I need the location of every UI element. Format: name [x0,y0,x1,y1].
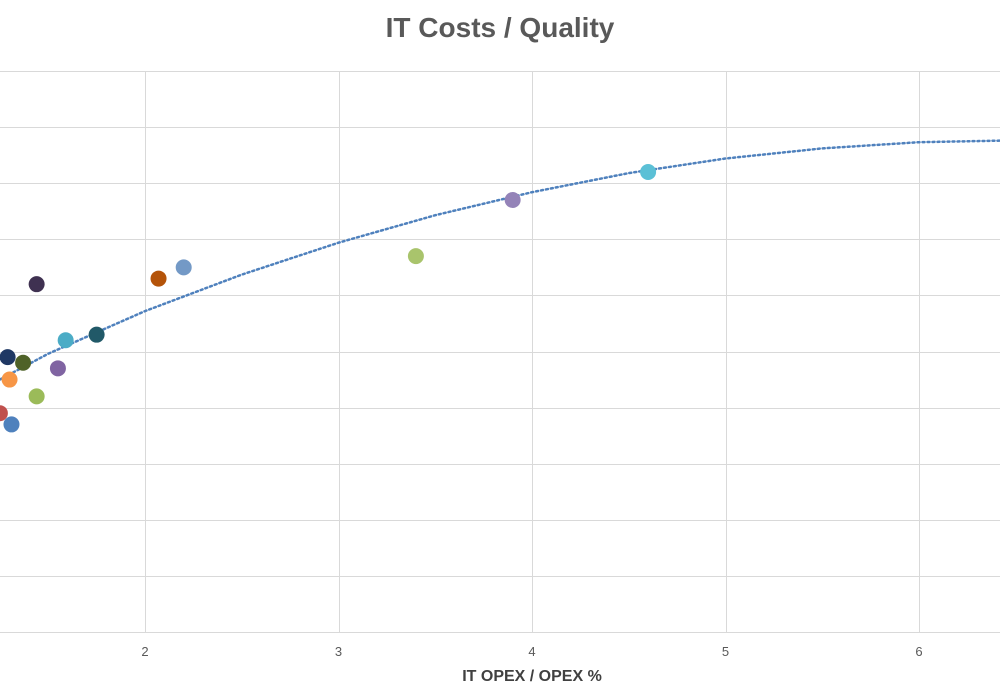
data-point [640,163,657,180]
x-tick-label: 4 [528,644,535,659]
data-point [28,276,45,293]
data-point [0,405,8,422]
data-point [3,416,20,433]
data-point [88,326,105,343]
chart-title: IT Costs / Quality [385,12,615,43]
x-tick-labels: 2 3 4 5 6 [141,644,922,659]
x-tick-label: 2 [141,644,148,659]
data-point [1,371,18,388]
x-tick-label: 3 [335,644,342,659]
x-tick-label: 5 [722,644,729,659]
data-point [15,354,32,371]
data-point [504,192,521,209]
data-point [150,270,167,287]
data-points [0,163,657,433]
data-point [0,349,16,366]
x-tick-label: 6 [915,644,922,659]
data-point [28,388,45,405]
data-point [57,332,74,349]
trendline-layer [0,139,1000,381]
data-point [407,248,424,265]
gridlines [0,71,1000,633]
trendline [0,139,1000,381]
data-point [175,259,192,276]
data-point [49,360,66,377]
x-axis-label: IT OPEX / OPEX % [462,668,602,685]
